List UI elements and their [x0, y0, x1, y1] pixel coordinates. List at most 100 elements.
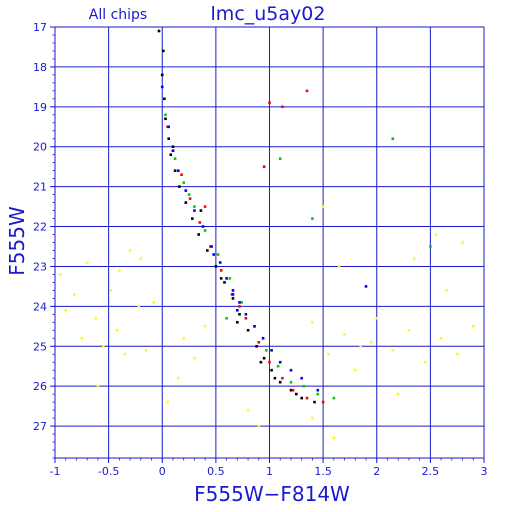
data-point	[216, 253, 220, 256]
chart-title: lmc_u5ay02	[211, 3, 326, 25]
data-point	[231, 297, 235, 300]
data-point	[236, 321, 239, 324]
data-point	[193, 209, 196, 212]
data-point	[289, 380, 293, 384]
data-point	[219, 269, 223, 272]
data-point	[359, 345, 362, 348]
data-point	[187, 193, 191, 196]
data-point	[197, 233, 200, 236]
data-point	[311, 321, 314, 324]
data-point	[332, 436, 336, 440]
data-point	[184, 189, 188, 192]
data-point	[273, 376, 277, 380]
data-point	[118, 269, 121, 272]
data-point	[225, 317, 228, 320]
data-point	[302, 384, 306, 388]
data-point	[472, 325, 475, 328]
x-tick-label: 2	[373, 465, 380, 478]
data-point	[219, 277, 223, 280]
y-tick-label: 24	[33, 300, 47, 313]
data-point	[278, 360, 282, 364]
data-point	[201, 225, 205, 228]
chart-subtitle: All chips	[89, 7, 147, 23]
data-point	[199, 209, 203, 212]
data-point	[160, 85, 164, 89]
x-tick-label: 0.5	[207, 465, 225, 478]
data-point	[167, 125, 170, 129]
data-point	[203, 325, 207, 328]
data-point	[223, 281, 226, 284]
data-point	[188, 197, 192, 200]
data-point	[173, 169, 177, 172]
data-point	[354, 368, 357, 372]
x-tick-label: 3	[481, 465, 488, 478]
x-tick-label: -0.5	[98, 465, 119, 478]
data-point	[313, 400, 316, 404]
data-point	[164, 117, 167, 121]
data-point	[321, 400, 325, 404]
data-point	[439, 337, 443, 340]
data-point	[246, 329, 250, 332]
data-point	[316, 392, 320, 396]
x-tick-label: 1	[266, 465, 273, 478]
data-point	[332, 396, 336, 400]
data-point	[102, 345, 105, 348]
data-point	[173, 157, 177, 160]
data-point	[305, 89, 309, 93]
data-point	[164, 113, 167, 117]
data-point	[139, 257, 143, 260]
data-point	[311, 416, 314, 420]
data-point	[94, 317, 98, 320]
data-point	[268, 101, 271, 105]
data-point	[370, 341, 373, 344]
grid-lines	[54, 26, 485, 458]
data-point	[182, 181, 185, 184]
data-point	[413, 257, 416, 260]
data-point	[270, 368, 273, 372]
data-point	[152, 301, 155, 304]
data-point	[300, 376, 303, 380]
data-point	[193, 205, 196, 208]
data-point	[184, 201, 188, 204]
y-tick-labels: 17 18 19 20 21 22 23 24 25 26 27	[33, 21, 47, 433]
data-point	[262, 356, 266, 360]
data-point	[59, 273, 62, 276]
data-point	[305, 396, 309, 400]
data-point	[80, 337, 84, 340]
data-point	[429, 245, 432, 248]
data-point	[240, 301, 243, 304]
data-point	[238, 313, 241, 316]
data-point	[178, 185, 181, 188]
data-point	[270, 349, 273, 352]
y-tick-label: 21	[33, 181, 47, 194]
data-point	[423, 360, 427, 364]
data-point	[198, 221, 202, 224]
data-point	[343, 333, 346, 336]
data-point	[191, 217, 194, 220]
data-point	[212, 253, 215, 256]
data-point	[268, 360, 271, 364]
data-point	[316, 388, 320, 392]
x-tick-labels: -1 -0.5 0 0.5 1 1.5 2 2.5 3	[50, 465, 488, 478]
data-point	[291, 388, 295, 392]
data-point	[157, 29, 161, 33]
data-point	[337, 265, 341, 268]
data-point	[167, 137, 170, 140]
y-tick-label: 22	[33, 221, 47, 234]
data-point	[455, 352, 459, 356]
data-point	[228, 277, 232, 280]
data-point	[64, 309, 67, 312]
data-point	[295, 392, 298, 396]
data-point	[255, 345, 258, 348]
x-tick-label: 2.5	[422, 465, 440, 478]
data-point	[391, 137, 395, 140]
data-point	[128, 249, 132, 252]
data-point	[115, 329, 119, 332]
x-tick-label: 0	[159, 465, 166, 478]
data-point	[180, 173, 183, 176]
data-point	[144, 349, 148, 352]
data-point	[364, 285, 368, 288]
data-point	[407, 329, 411, 332]
data-point	[461, 241, 464, 244]
